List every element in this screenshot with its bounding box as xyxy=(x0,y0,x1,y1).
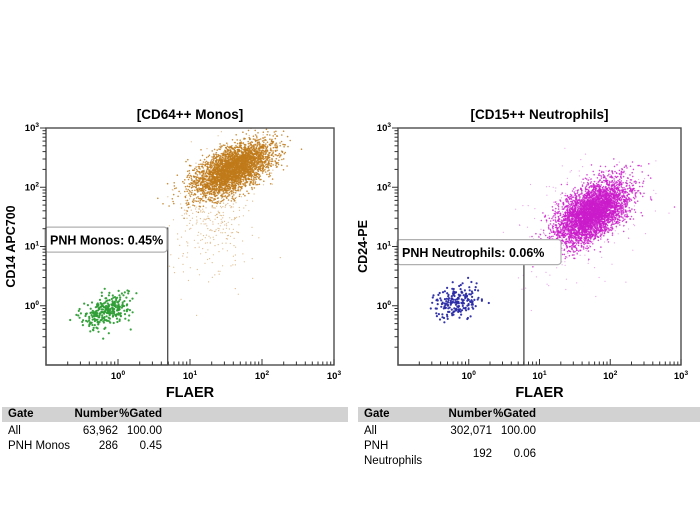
axis-ticks xyxy=(40,127,335,365)
plot-title: [CD15++ Neutrophils] xyxy=(470,107,608,122)
table-row-pnh-neutrophils: PNH Neutrophils 192 0.06 xyxy=(358,439,700,467)
monos-stats-table: Gate Number %Gated All 63,962 100.00 PNH… xyxy=(2,407,348,454)
col-header-gate: Gate xyxy=(8,408,34,420)
svg-text:102: 102 xyxy=(255,370,270,382)
y-axis-label: CD14 APC700 xyxy=(4,205,18,287)
gate-name: PNH Monos xyxy=(8,440,70,452)
axis-ticks xyxy=(392,127,682,365)
gate-name: PNH Neutrophils xyxy=(364,440,423,467)
svg-text:103: 103 xyxy=(25,122,40,134)
percent-gated: 0.06 xyxy=(513,447,536,460)
population-pnh-monos-flaer-negative xyxy=(69,287,138,340)
stats-header-row: Gate Number %Gated xyxy=(358,407,700,422)
col-header-gated: %Gated xyxy=(493,408,536,420)
neutrophils-stats-table: Gate Number %Gated All 302,071 100.00 PN… xyxy=(358,407,700,467)
col-header-gate: Gate xyxy=(364,408,390,420)
x-axis-label: FLAER xyxy=(166,385,215,401)
population-pnh-neutrophils-flaer-negative xyxy=(429,276,490,324)
x-axis-label: FLAER xyxy=(515,385,564,401)
percent-gated: 0.45 xyxy=(139,440,162,452)
svg-text:100: 100 xyxy=(111,370,126,382)
svg-text:101: 101 xyxy=(25,241,40,253)
svg-text:101: 101 xyxy=(183,370,198,382)
percent-gated: 100.00 xyxy=(126,425,162,437)
population-cd15-neutrophils-flaer-positive xyxy=(528,158,676,268)
event-count: 302,071 xyxy=(450,425,492,437)
neutrophils-dot-plot: [CD15++ Neutrophils] PNH Neutrophils: 0.0… xyxy=(356,107,688,401)
event-count: 286 xyxy=(98,440,118,452)
col-header-number: Number xyxy=(74,408,118,420)
gate-name: All xyxy=(8,425,21,437)
population-cd64-monos-flaer-positive xyxy=(157,128,303,220)
event-count: 63,962 xyxy=(82,425,118,437)
stats-header-row: Gate Number %Gated xyxy=(2,407,348,422)
col-header-gated: %Gated xyxy=(119,408,162,420)
percent-gated: 100.00 xyxy=(500,425,536,437)
monos-dot-plot: [CD64++ Monos] PNH Monos: 0.45% 100 101 102 1… xyxy=(4,107,342,401)
gate-label: PNH Neutrophils: 0.06% xyxy=(402,246,544,260)
table-row-all: All 302,071 100.00 xyxy=(358,424,700,439)
table-row-all: All 63,962 100.00 xyxy=(2,424,348,439)
col-header-number: Number xyxy=(448,408,492,420)
svg-text:100: 100 xyxy=(25,300,40,312)
table-row-pnh-monos: PNH Monos 286 0.45 xyxy=(2,439,348,454)
gate-name: All xyxy=(364,425,377,437)
svg-text:102: 102 xyxy=(25,181,40,193)
event-count: 192 xyxy=(472,447,492,460)
plot-title: [CD64++ Monos] xyxy=(137,107,244,122)
gate-label-box xyxy=(44,226,168,253)
gate-label: PNH Monos: 0.45% xyxy=(50,234,163,248)
population-cd64-monos-scatter-tail xyxy=(162,131,281,316)
y-axis-label: CD24-PE xyxy=(356,220,370,273)
svg-text:103: 103 xyxy=(327,370,342,382)
